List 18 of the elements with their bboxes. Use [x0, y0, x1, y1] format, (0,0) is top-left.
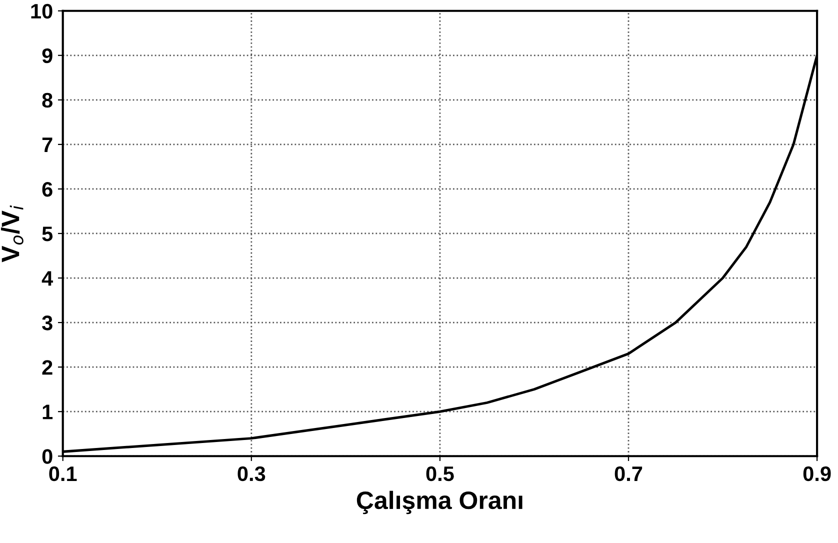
- y-tick-label: 9: [42, 48, 52, 64]
- y-tick-label: 8: [42, 92, 52, 108]
- y-tick-label: 6: [42, 182, 52, 197]
- y-axis-title: V$_{o}$/V$_{i}$: [0, 205, 24, 262]
- x-axis-title: Çalışma Oranı: [356, 490, 522, 514]
- y-tick-label: 4: [42, 271, 54, 286]
- y-tick-label: 5: [42, 226, 53, 242]
- x-tick-label: 0.5: [426, 466, 454, 482]
- y-tick-label: 1: [42, 404, 53, 420]
- y-tick-label: 7: [42, 138, 52, 152]
- y-tick-label: 10: [31, 4, 52, 19]
- x-tick-label: 0.3: [238, 466, 266, 482]
- y-tick-label: 2: [42, 360, 52, 375]
- y-tick-label: 0: [42, 449, 52, 464]
- x-tick-label: 0.9: [803, 466, 831, 482]
- y-tick-label: 3: [42, 316, 52, 330]
- x-tick-label: 0.7: [614, 466, 642, 482]
- x-tick-label: 0.1: [49, 466, 77, 482]
